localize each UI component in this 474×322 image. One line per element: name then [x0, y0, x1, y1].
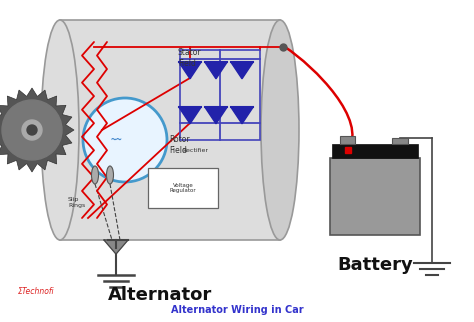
Polygon shape	[104, 240, 128, 254]
Polygon shape	[0, 88, 74, 172]
Text: Battery: Battery	[337, 256, 413, 274]
Polygon shape	[332, 144, 418, 158]
Polygon shape	[231, 107, 253, 124]
Text: ΣTechnofi: ΣTechnofi	[18, 288, 55, 297]
Polygon shape	[179, 62, 201, 79]
Polygon shape	[148, 168, 218, 208]
Ellipse shape	[91, 166, 99, 184]
Ellipse shape	[261, 20, 299, 240]
Text: Alternator Wiring in Car: Alternator Wiring in Car	[171, 305, 303, 315]
Text: Alternator: Alternator	[108, 286, 212, 304]
Polygon shape	[392, 138, 408, 144]
Polygon shape	[231, 62, 253, 79]
Circle shape	[2, 100, 62, 160]
Polygon shape	[60, 20, 280, 240]
Ellipse shape	[41, 20, 79, 240]
Polygon shape	[340, 136, 355, 144]
Polygon shape	[205, 107, 227, 124]
Polygon shape	[205, 62, 227, 79]
Polygon shape	[330, 158, 420, 235]
Text: Rectifier: Rectifier	[182, 148, 208, 153]
Circle shape	[83, 98, 167, 182]
Polygon shape	[179, 107, 201, 124]
Circle shape	[27, 125, 37, 135]
Text: Stator
Field: Stator Field	[178, 48, 201, 68]
Ellipse shape	[107, 166, 113, 184]
Text: Slip
Rings: Slip Rings	[68, 197, 85, 208]
Text: Rotor
Field: Rotor Field	[169, 135, 190, 155]
Text: Voltage
Regulator: Voltage Regulator	[170, 183, 196, 194]
Text: ~~: ~~	[111, 135, 123, 145]
Circle shape	[22, 120, 42, 140]
